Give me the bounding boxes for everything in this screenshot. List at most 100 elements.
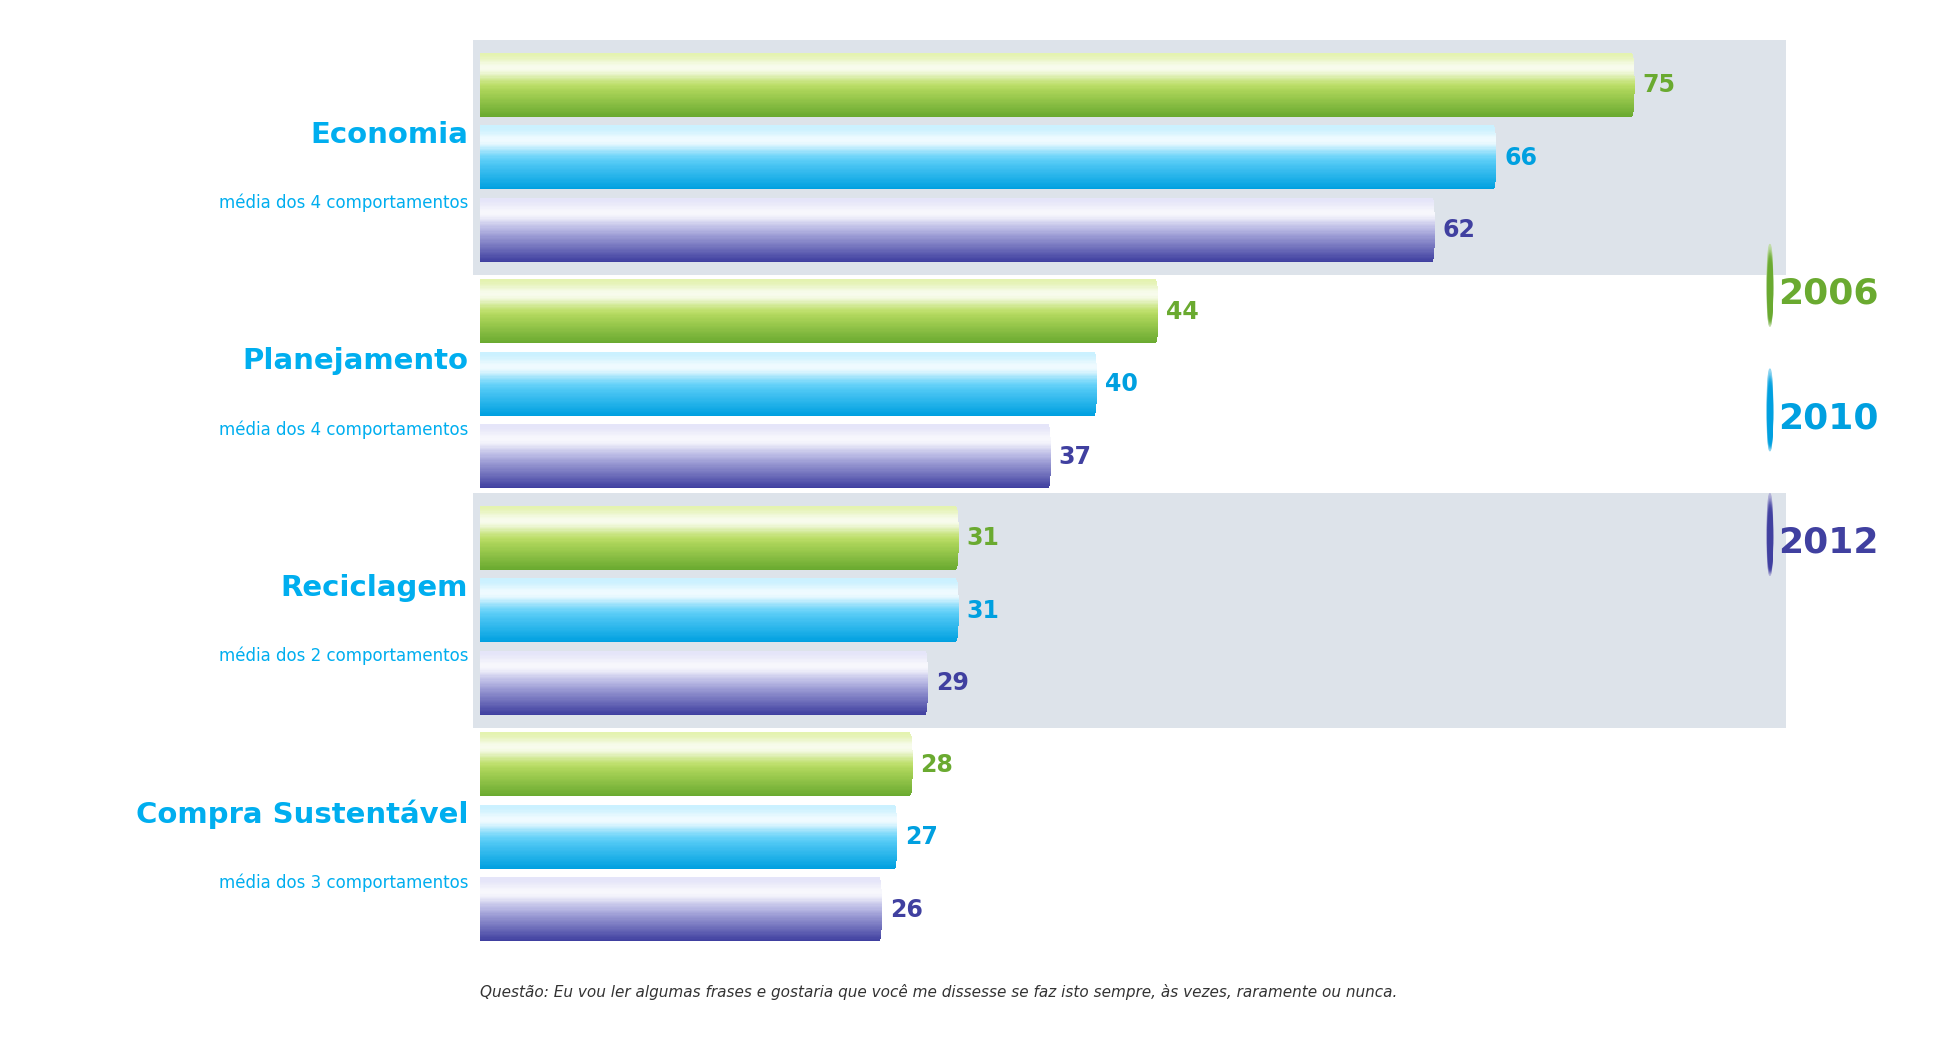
- Bar: [1095, 381, 1097, 383]
- Bar: [480, 538, 956, 540]
- Circle shape: [1767, 369, 1773, 450]
- Bar: [1432, 233, 1434, 235]
- Bar: [895, 827, 897, 828]
- Bar: [1048, 472, 1050, 474]
- Bar: [480, 779, 911, 781]
- Bar: [1632, 87, 1634, 89]
- Bar: [880, 920, 882, 922]
- Bar: [480, 431, 1048, 433]
- Bar: [1495, 173, 1497, 174]
- Bar: [1156, 317, 1158, 319]
- Bar: [956, 616, 958, 617]
- Bar: [480, 395, 1095, 397]
- Bar: [480, 186, 1495, 188]
- Bar: [480, 756, 911, 758]
- Bar: [480, 198, 1432, 200]
- Bar: [956, 539, 958, 541]
- Bar: [480, 115, 1632, 116]
- Bar: [480, 550, 956, 552]
- Bar: [480, 511, 956, 513]
- Bar: [480, 525, 956, 526]
- Bar: [480, 80, 1632, 81]
- Bar: [1095, 372, 1097, 374]
- Bar: [895, 825, 897, 827]
- Bar: [927, 667, 929, 668]
- Bar: [480, 562, 956, 564]
- Bar: [480, 203, 1432, 205]
- Bar: [480, 697, 927, 698]
- Bar: [911, 756, 913, 758]
- Circle shape: [1767, 252, 1773, 322]
- Bar: [480, 127, 1495, 129]
- Bar: [480, 243, 1432, 245]
- Bar: [1095, 390, 1097, 392]
- Bar: [880, 896, 882, 899]
- Bar: [480, 144, 1495, 145]
- Bar: [480, 338, 1156, 339]
- Bar: [1632, 83, 1634, 85]
- Text: 66: 66: [1505, 146, 1538, 170]
- Bar: [1432, 214, 1434, 216]
- Bar: [1156, 305, 1158, 307]
- Bar: [480, 145, 1495, 147]
- Bar: [1495, 162, 1497, 164]
- Circle shape: [1767, 254, 1773, 322]
- Bar: [480, 101, 1632, 103]
- Bar: [927, 697, 929, 698]
- Bar: [480, 457, 1048, 458]
- Bar: [480, 918, 880, 919]
- Bar: [480, 606, 956, 608]
- Bar: [480, 758, 911, 759]
- Bar: [1156, 300, 1158, 302]
- Bar: [480, 587, 956, 588]
- Bar: [480, 244, 1432, 246]
- Bar: [480, 670, 927, 672]
- Bar: [480, 397, 1095, 399]
- Bar: [480, 246, 1432, 248]
- Bar: [480, 389, 1095, 390]
- Bar: [480, 240, 1432, 241]
- Bar: [1156, 326, 1158, 327]
- Bar: [911, 754, 913, 756]
- Bar: [480, 131, 1495, 132]
- Bar: [880, 925, 882, 926]
- Bar: [895, 851, 897, 853]
- Bar: [480, 443, 1048, 445]
- Bar: [480, 916, 880, 918]
- Bar: [480, 669, 927, 671]
- Bar: [480, 434, 1048, 435]
- Circle shape: [1767, 372, 1773, 449]
- Bar: [1095, 395, 1097, 397]
- Bar: [480, 513, 956, 514]
- Text: 27: 27: [905, 825, 938, 849]
- Bar: [480, 522, 956, 524]
- Bar: [480, 60, 1632, 62]
- Bar: [1048, 442, 1050, 444]
- Bar: [480, 283, 1156, 285]
- Bar: [1495, 174, 1497, 176]
- Bar: [480, 237, 1432, 239]
- Bar: [480, 694, 927, 696]
- Bar: [480, 63, 1632, 64]
- Bar: [880, 909, 882, 911]
- Bar: [480, 146, 1495, 148]
- Bar: [956, 623, 958, 625]
- Bar: [480, 217, 1432, 218]
- Circle shape: [1767, 382, 1773, 445]
- Bar: [480, 805, 895, 807]
- Bar: [1095, 378, 1097, 379]
- Bar: [480, 878, 880, 879]
- Bar: [880, 910, 882, 912]
- Bar: [1432, 225, 1434, 227]
- Bar: [480, 924, 880, 925]
- Bar: [880, 912, 882, 913]
- Bar: [480, 187, 1495, 189]
- Bar: [480, 256, 1432, 258]
- Bar: [480, 208, 1432, 210]
- Bar: [480, 379, 1095, 381]
- FancyBboxPatch shape: [472, 493, 1787, 728]
- Bar: [927, 686, 929, 688]
- Bar: [880, 919, 882, 921]
- Circle shape: [1767, 380, 1773, 446]
- Bar: [480, 66, 1632, 68]
